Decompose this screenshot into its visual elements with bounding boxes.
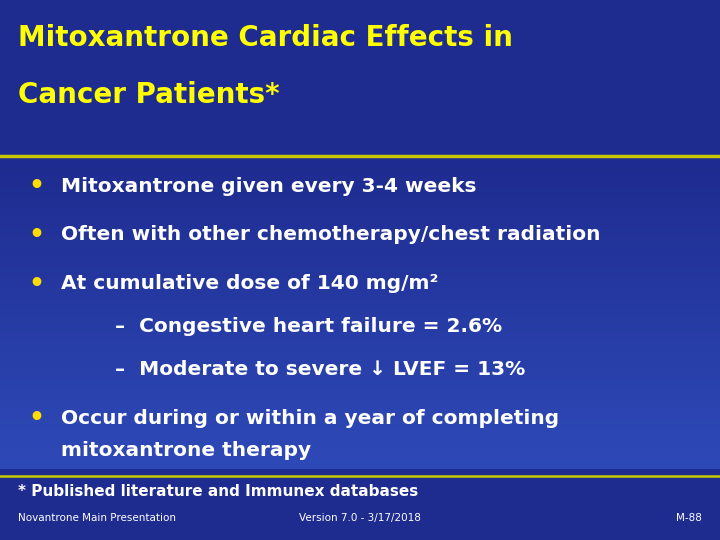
Text: M-88: M-88 [676, 514, 702, 523]
Text: Mitoxantrone Cardiac Effects in: Mitoxantrone Cardiac Effects in [18, 24, 513, 52]
Text: •: • [29, 223, 45, 247]
Text: * Published literature and Immunex databases: * Published literature and Immunex datab… [18, 484, 418, 499]
Text: At cumulative dose of 140 mg/m²: At cumulative dose of 140 mg/m² [61, 274, 438, 293]
Text: –  Congestive heart failure = 2.6%: – Congestive heart failure = 2.6% [115, 317, 503, 336]
Text: mitoxantrone therapy: mitoxantrone therapy [61, 441, 311, 461]
Text: Version 7.0 - 3/17/2018: Version 7.0 - 3/17/2018 [299, 514, 421, 523]
Text: Mitoxantrone given every 3-4 weeks: Mitoxantrone given every 3-4 weeks [61, 177, 477, 196]
Text: •: • [29, 174, 45, 198]
Text: Cancer Patients*: Cancer Patients* [18, 81, 279, 109]
Text: Occur during or within a year of completing: Occur during or within a year of complet… [61, 409, 559, 428]
Text: Novantrone Main Presentation: Novantrone Main Presentation [18, 514, 176, 523]
Text: Often with other chemotherapy/chest radiation: Often with other chemotherapy/chest radi… [61, 225, 600, 245]
Text: •: • [29, 407, 45, 430]
Text: –  Moderate to severe ↓ LVEF = 13%: – Moderate to severe ↓ LVEF = 13% [115, 360, 526, 380]
Text: •: • [29, 272, 45, 295]
